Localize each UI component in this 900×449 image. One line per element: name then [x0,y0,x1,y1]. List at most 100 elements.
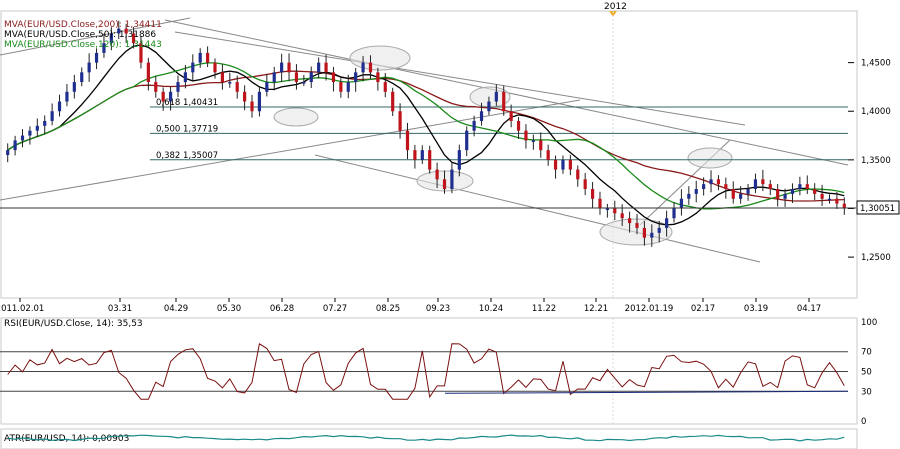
trendline [314,154,761,263]
candle-down [442,179,447,190]
candle-up [280,62,284,73]
candle-up [317,62,321,73]
candle-up [50,111,54,121]
x-tick-label: 08.25 [376,304,400,314]
candle-up [94,52,99,63]
candle-down [553,159,558,170]
candle-down [131,33,136,44]
candle-up [702,184,706,190]
candle-down [716,179,721,185]
rsi-tick-label: 30 [861,387,872,397]
trendline [0,17,191,56]
atr-indicator: ATR(EUR/USD, 14): 0,00903 [4,434,845,444]
candle-up [465,130,469,151]
candle-down [146,62,150,83]
price-tick-label: 1,4500 [861,59,891,69]
candle-down [598,198,602,209]
candle-up [265,82,269,92]
candle-up [28,130,32,136]
candle-up [43,120,47,126]
candle-down [613,208,617,214]
candle-up [198,52,202,63]
candle-up [561,159,565,170]
x-tick-label: 11.22 [532,304,556,314]
candle-down [776,189,780,199]
candle-up [783,193,787,199]
candle-up [57,101,62,112]
candle-down [813,189,817,194]
trendline [174,31,746,126]
price-legend: MVA(EUR/USD.Close,200): 1,34411MVA(EUR/U… [4,20,162,50]
candle-down [428,150,432,170]
candle-down [539,140,543,151]
candle-up [80,72,84,83]
candle-up [487,101,491,112]
rsi-legend: RSI(EUR/USD.Close, 14): 35,53 [4,319,143,329]
candle-up [753,179,758,190]
candle-up [65,91,69,102]
candle-up [191,62,195,73]
candles [6,20,846,247]
candle-down [383,82,387,92]
candle-down [546,150,550,160]
x-tick-label: 05.30 [217,304,241,314]
candle-down [331,72,336,83]
last-price-box [856,200,900,215]
candle-up [13,140,17,151]
candle-down [642,227,647,238]
candle-up [494,91,498,102]
candle-down [339,82,343,92]
x-tick-label: 2012.01.19 [625,304,674,314]
candle-down [524,130,528,141]
price-tick-label: 1,3500 [861,156,891,166]
ma-line-1 [7,44,845,226]
fib-level-label: 0,382 1,35007 [156,151,218,161]
candle-down [509,111,513,121]
x-tick-label: 02.17 [691,304,715,314]
ellipse-marker [349,45,411,71]
candle-down [761,179,765,185]
candle-down [124,28,128,34]
candle-down [516,120,521,131]
x-tick-label: 09.23 [426,304,450,314]
candle-down [405,130,410,151]
x-tick-label: 10.24 [479,304,503,314]
candle-up [87,62,91,73]
rsi-tick-label: 50 [861,368,872,378]
candle-up [117,28,121,34]
candle-down [324,62,328,73]
candle-down [398,111,402,131]
candle-down [368,62,373,73]
candle-down [627,218,632,224]
candle-down [805,184,809,190]
candle-up [361,62,365,73]
candle-up [257,91,262,112]
candle-down [220,72,225,83]
candle-down [568,159,572,170]
rsi-tick-label: 70 [861,348,872,358]
legend-entry: MVA(EUR/USD.Close,50): 1,31886 [4,30,156,40]
candle-up [72,82,76,92]
candle-up [709,179,713,185]
candle-up [650,232,654,238]
atr-panel[interactable] [0,428,858,449]
candle-down [413,150,417,160]
candle-up [605,208,609,210]
price-tick-label: 1,2500 [861,253,891,263]
candle-down [768,184,772,190]
rsi-tick-label: 100 [861,318,877,328]
candle-up [20,135,25,141]
price-tick-label: 1,4000 [861,107,891,117]
candle-down [724,184,728,190]
candle-up [479,111,484,121]
ma-line-0 [7,70,845,202]
candle-down [139,43,143,63]
candle-up [6,150,10,155]
candle-down [294,72,299,83]
x-tick-label: 03.31 [108,304,132,314]
candle-up [657,227,661,233]
rsi-trendline [444,390,849,394]
candle-up [790,189,795,194]
x-tick-label: 07.27 [323,304,347,314]
